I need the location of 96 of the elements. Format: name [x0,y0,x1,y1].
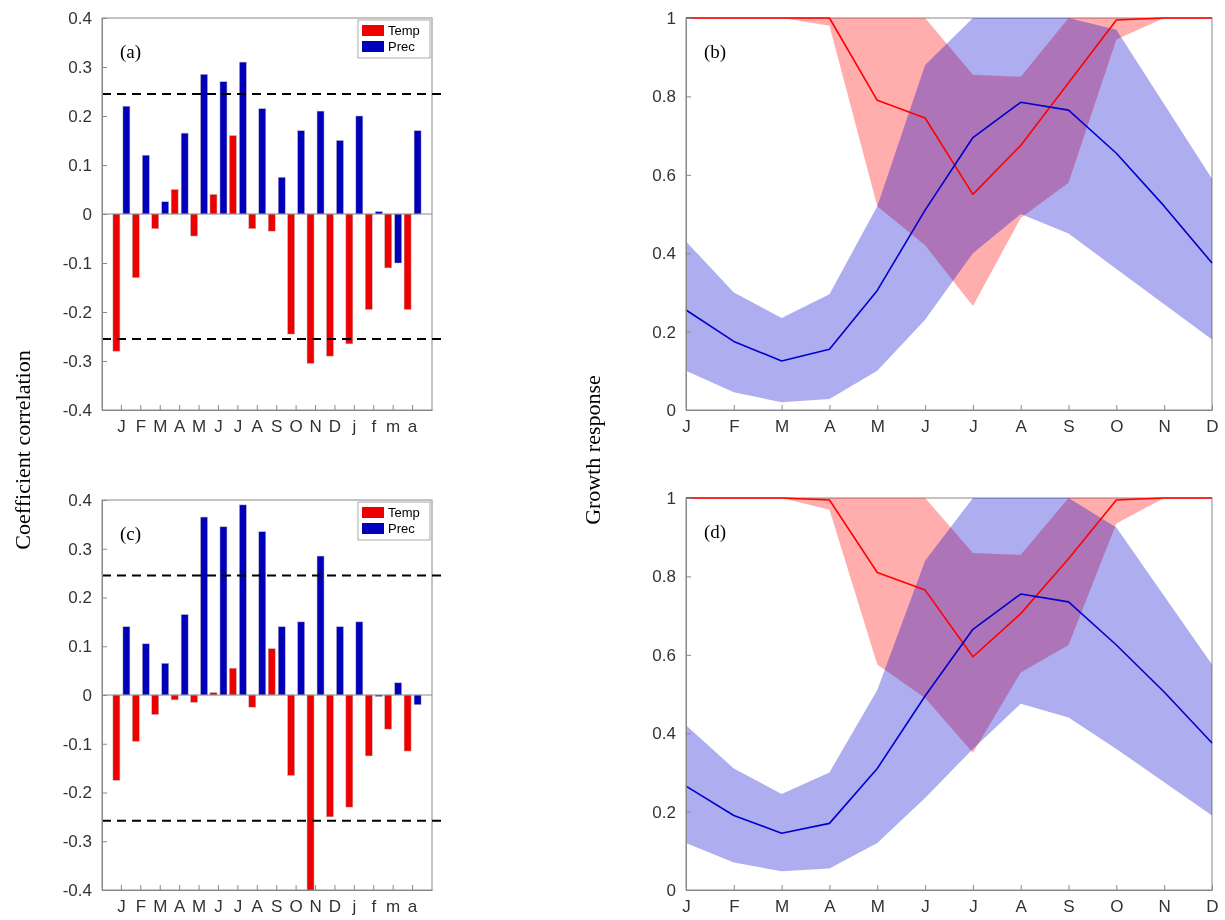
y-tick-label: 0.6 [652,165,676,185]
x-tick-label: M [775,417,790,437]
y-tick-label: 0 [82,204,92,224]
y-tick-label: 0.8 [652,87,676,107]
x-tick-label: S [271,897,283,917]
x-tick-label: M [153,897,168,917]
x-tick-label: J [682,417,691,437]
x-tick-label: N [309,417,322,437]
x-tick-label: J [233,897,243,917]
x-tick-label: J [921,897,930,917]
x-tick-label: A [1015,417,1028,437]
legend-label: Prec [388,39,416,54]
legend-label: Prec [388,521,416,536]
text: (b) [704,41,727,63]
y-tick-label: 0 [666,400,676,420]
x-tick-label: F [729,417,740,437]
x-tick-label: A [824,417,837,437]
y-tick-label: -0.2 [62,302,92,322]
x-tick-label: J [117,417,126,437]
x-tick-label: S [1063,417,1075,437]
y-tick-label: 0.1 [68,637,92,657]
y-tick-label: -0.1 [62,253,92,273]
x-tick-label: M [775,897,790,917]
x-tick-label: j [351,417,357,437]
x-tick-label: D [328,417,342,437]
y-tick-label: 0.4 [68,490,92,510]
x-tick-label: F [729,897,740,917]
x-tick-label: J [214,417,223,437]
x-tick-label: N [1158,897,1171,917]
x-tick-label: A [824,897,837,917]
x-tick-label: A [173,417,186,437]
x-tick-label: D [328,897,342,917]
y-tick-label: 1 [666,8,676,28]
x-tick-label: M [191,417,207,437]
x-tick-label: N [309,897,322,917]
y-tick-label: 0.2 [652,802,676,822]
y-tick-label: 0.8 [652,567,676,587]
x-tick-label: O [289,897,303,917]
x-tick-label: J [969,897,978,917]
x-tick-label: J [214,897,223,917]
x-tick-label: F [135,897,147,917]
x-tick-label: M [191,897,207,917]
x-tick-label: D [1206,417,1219,437]
x-tick-label: F [135,417,147,437]
x-tick-label: m [386,897,401,917]
x-tick-label: f [371,897,377,917]
y-tick-label: -0.3 [62,832,92,852]
x-tick-label: j [351,897,357,917]
y-tick-label: 0 [82,685,92,705]
y-tick-label: 0.3 [68,539,92,559]
x-tick-label: N [1158,417,1171,437]
x-tick-label: m [386,417,401,437]
x-tick-label: O [1110,897,1124,917]
x-tick-label: A [1015,897,1028,917]
y-tick-label: -0.2 [62,783,92,803]
y-tick-label: -0.4 [62,880,92,900]
x-tick-label: A [251,897,264,917]
y-tick-label: 0.4 [652,724,676,744]
legend-label: Temp [388,505,420,520]
x-tick-label: f [371,417,377,437]
text: (d) [704,521,727,543]
x-tick-label: M [870,897,885,917]
x-tick-label: J [969,417,978,437]
y-tick-label: 0.1 [68,155,92,175]
y-tick-label: 0.3 [68,57,92,77]
y-tick-label: 0.6 [652,645,676,665]
x-tick-label: J [682,897,691,917]
y-tick-label: 1 [666,488,676,508]
x-tick-label: a [407,897,418,917]
y-tick-label: -0.3 [62,351,92,371]
x-tick-label: J [233,417,243,437]
x-tick-label: S [1063,897,1075,917]
x-tick-label: D [1206,897,1219,917]
y-tick-label: 0 [666,880,676,900]
y-tick-label: -0.1 [62,734,92,754]
y-tick-label: 0.4 [68,8,92,28]
text: (a) [120,41,142,63]
x-tick-label: A [173,897,186,917]
y-tick-label: 0.2 [68,106,92,126]
y-tick-label: 0.2 [68,588,92,608]
x-tick-label: M [870,417,885,437]
y-tick-label: -0.4 [62,400,92,420]
x-tick-label: M [153,417,168,437]
y-tick-label: 0.2 [652,322,676,342]
x-tick-label: A [251,417,264,437]
text: (c) [120,523,142,545]
y-axis-title: Coefficient correlation [10,350,35,550]
x-tick-label: O [1110,417,1124,437]
x-tick-label: S [271,417,283,437]
x-tick-label: a [407,417,418,437]
x-tick-label: J [117,897,126,917]
legend-label: Temp [388,23,420,38]
y-tick-label: 0.4 [652,244,676,264]
y-axis-title: Growth response [580,375,605,525]
x-tick-label: J [921,417,930,437]
x-tick-label: O [289,417,303,437]
